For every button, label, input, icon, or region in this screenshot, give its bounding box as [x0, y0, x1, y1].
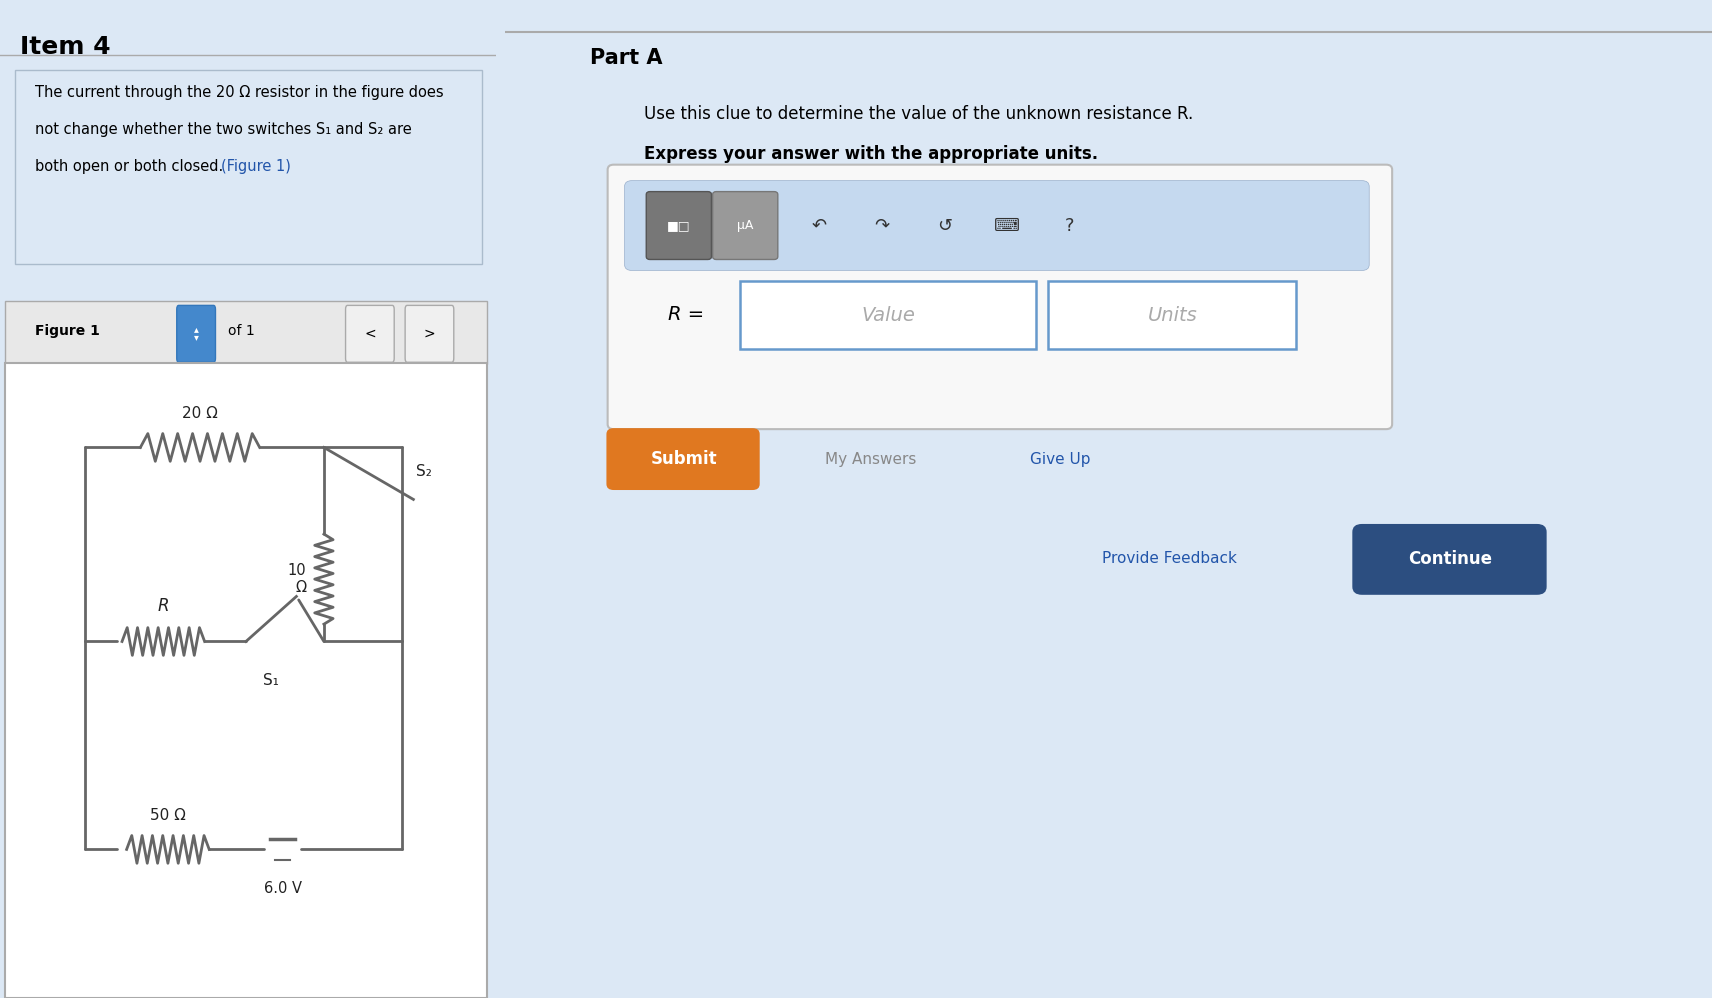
- Text: >: >: [423, 326, 435, 340]
- FancyBboxPatch shape: [15, 70, 481, 264]
- Text: ■□: ■□: [668, 219, 690, 233]
- FancyBboxPatch shape: [5, 363, 486, 998]
- Text: <: <: [365, 326, 375, 340]
- Text: ↺: ↺: [936, 217, 952, 235]
- Text: Figure 1: Figure 1: [34, 324, 99, 338]
- Text: ?: ?: [1065, 217, 1075, 235]
- Text: My Answers: My Answers: [825, 451, 916, 467]
- Text: not change whether the two switches S₁ and S₂ are: not change whether the two switches S₁ a…: [34, 122, 411, 137]
- Text: Value: Value: [861, 305, 916, 325]
- FancyBboxPatch shape: [625, 181, 1370, 270]
- Text: ▴
▾: ▴ ▾: [193, 324, 199, 342]
- FancyBboxPatch shape: [606, 428, 760, 490]
- Text: Continue: Continue: [1407, 550, 1493, 568]
- Text: Part A: Part A: [589, 48, 663, 68]
- Text: S₁: S₁: [264, 673, 279, 688]
- Text: (Figure 1): (Figure 1): [221, 159, 291, 174]
- Text: Provide Feedback: Provide Feedback: [1103, 551, 1238, 567]
- Text: The current through the 20 Ω resistor in the figure does: The current through the 20 Ω resistor in…: [34, 85, 443, 100]
- FancyBboxPatch shape: [645, 192, 712, 259]
- Text: ⌨: ⌨: [995, 217, 1020, 235]
- Text: of 1: of 1: [228, 324, 255, 338]
- Text: 6.0 V: 6.0 V: [264, 880, 301, 895]
- Text: S₂: S₂: [416, 464, 431, 479]
- Text: 50 Ω: 50 Ω: [151, 808, 187, 823]
- Text: ↷: ↷: [875, 217, 889, 235]
- Text: R: R: [158, 597, 169, 615]
- FancyBboxPatch shape: [346, 305, 394, 362]
- Text: 10
Ω: 10 Ω: [288, 563, 306, 596]
- FancyBboxPatch shape: [1048, 281, 1296, 349]
- FancyBboxPatch shape: [176, 305, 216, 362]
- FancyBboxPatch shape: [712, 192, 777, 259]
- Text: Item 4: Item 4: [21, 35, 111, 59]
- FancyBboxPatch shape: [5, 301, 486, 364]
- Text: 20 Ω: 20 Ω: [181, 406, 217, 421]
- Text: Use this clue to determine the value of the unknown resistance R.: Use this clue to determine the value of …: [644, 105, 1193, 123]
- Text: both open or both closed.: both open or both closed.: [34, 159, 223, 174]
- Text: Units: Units: [1147, 305, 1197, 325]
- FancyBboxPatch shape: [740, 281, 1036, 349]
- Text: Express your answer with the appropriate units.: Express your answer with the appropriate…: [644, 145, 1097, 163]
- FancyBboxPatch shape: [608, 165, 1392, 429]
- Text: Give Up: Give Up: [1031, 451, 1091, 467]
- Text: μA: μA: [738, 219, 753, 233]
- Text: ↶: ↶: [811, 217, 827, 235]
- FancyBboxPatch shape: [406, 305, 454, 362]
- Text: R =: R =: [668, 304, 704, 324]
- Text: Submit: Submit: [651, 450, 717, 468]
- FancyBboxPatch shape: [1352, 524, 1546, 595]
